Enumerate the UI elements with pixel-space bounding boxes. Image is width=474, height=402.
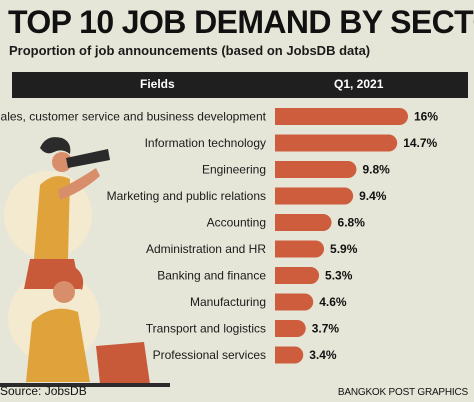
desk bbox=[0, 383, 170, 387]
bar bbox=[275, 267, 320, 284]
category-label: Transport and logistics bbox=[146, 322, 266, 336]
category-label: Banking and finance bbox=[157, 269, 266, 283]
table-header-bar: Fields Q1, 2021 bbox=[12, 72, 468, 98]
category-label: Manufacturing bbox=[190, 295, 266, 309]
page-subtitle: Proportion of job announcements (based o… bbox=[9, 43, 371, 58]
value-label: 16% bbox=[414, 110, 438, 124]
laptop-icon bbox=[96, 342, 150, 384]
column-header-period: Q1, 2021 bbox=[334, 77, 384, 91]
bar-row: Sales, customer service and business dev… bbox=[0, 108, 438, 125]
page-title: TOP 10 JOB DEMAND BY SECTOR bbox=[8, 4, 474, 40]
bar bbox=[275, 240, 325, 258]
bar-row: Professional services 3.4% bbox=[153, 346, 337, 364]
woman-2-body bbox=[26, 308, 90, 382]
bar bbox=[275, 187, 354, 205]
bar-row: Engineering 9.8% bbox=[202, 161, 390, 178]
woman-2-hair bbox=[44, 265, 84, 290]
woman-2-face bbox=[53, 281, 75, 303]
value-label: 9.8% bbox=[362, 163, 390, 177]
bar bbox=[275, 161, 357, 178]
value-label: 5.9% bbox=[330, 242, 358, 256]
source-note: Source: JobsDB bbox=[0, 384, 87, 398]
column-header-fields: Fields bbox=[140, 77, 175, 91]
category-label: Marketing and public relations bbox=[107, 189, 266, 203]
bars-layer: Sales, customer service and business dev… bbox=[0, 108, 438, 364]
bar bbox=[275, 320, 306, 337]
bar-row: Administration and HR 5.9% bbox=[146, 240, 358, 258]
category-label: Professional services bbox=[153, 348, 266, 362]
woman-1-face bbox=[52, 152, 72, 172]
telescope-icon bbox=[66, 149, 110, 168]
bar bbox=[275, 108, 408, 125]
bar-row: Information technology 14.7% bbox=[145, 134, 438, 152]
bar-row: Banking and finance 5.3% bbox=[157, 267, 353, 284]
value-label: 6.8% bbox=[338, 216, 366, 230]
bar bbox=[275, 134, 398, 152]
illustration bbox=[0, 137, 170, 387]
value-label: 4.6% bbox=[319, 295, 347, 309]
bar bbox=[275, 346, 304, 364]
bar-row: Marketing and public relations 9.4% bbox=[107, 187, 387, 205]
bar bbox=[275, 214, 332, 231]
category-label: Administration and HR bbox=[146, 242, 266, 256]
value-label: 5.3% bbox=[325, 269, 353, 283]
bar-row: Accounting 6.8% bbox=[207, 214, 366, 231]
category-label: Engineering bbox=[202, 163, 266, 177]
woman-1-arm bbox=[58, 168, 100, 200]
value-label: 3.4% bbox=[309, 348, 337, 362]
category-label: Information technology bbox=[145, 136, 266, 150]
bar bbox=[275, 293, 314, 311]
value-label: 3.7% bbox=[312, 322, 340, 336]
bar-row: Manufacturing 4.6% bbox=[190, 293, 347, 311]
category-label: Sales, customer service and business dev… bbox=[0, 110, 267, 124]
value-label: 14.7% bbox=[403, 136, 437, 150]
woman-1-hair bbox=[40, 137, 71, 154]
category-label: Accounting bbox=[207, 216, 266, 230]
graphics-credit: BANGKOK POST GRAPHICS bbox=[337, 387, 468, 398]
value-label: 9.4% bbox=[359, 189, 387, 203]
bar-row: Transport and logistics 3.7% bbox=[146, 320, 340, 337]
